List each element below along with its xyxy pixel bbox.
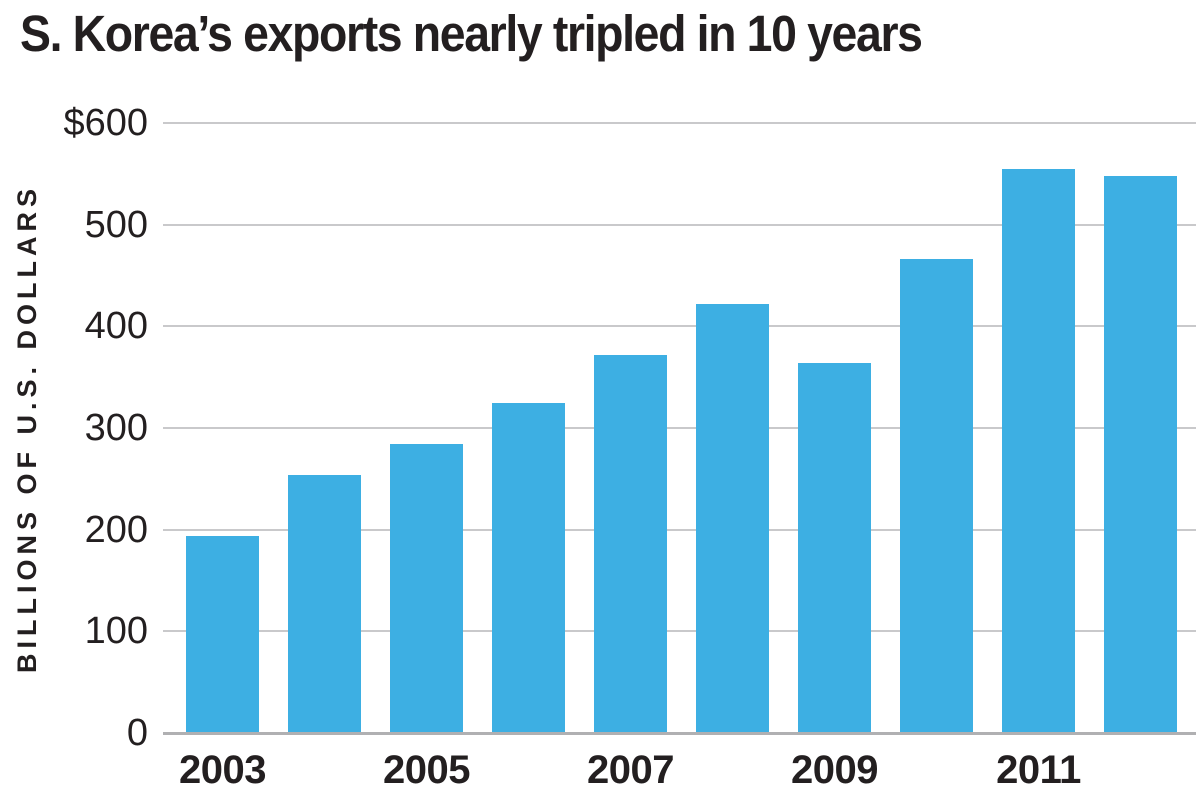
bar-2006 xyxy=(492,402,565,733)
bar-2007 xyxy=(594,354,667,733)
y-tick-label-200: 200 xyxy=(84,508,148,551)
gridline-100 xyxy=(163,630,1196,633)
x-axis-baseline xyxy=(163,732,1196,735)
gridline-500 xyxy=(163,223,1196,226)
gridline-600 xyxy=(163,122,1196,124)
gridline-200 xyxy=(163,528,1196,531)
y-tick-label-100: 100 xyxy=(84,610,148,653)
bar-2005 xyxy=(390,444,463,733)
y-tick-label-400: 400 xyxy=(84,305,148,348)
x-tick-label-2011: 2011 xyxy=(996,748,1081,792)
gridline-400 xyxy=(163,325,1196,328)
bar-2009 xyxy=(798,362,871,733)
x-tick-label-2009: 2009 xyxy=(791,748,878,792)
x-tick-label-2003: 2003 xyxy=(179,748,266,792)
bar-2012 xyxy=(1104,175,1177,733)
chart-title: S. Korea’s exports nearly tripled in 10 … xyxy=(20,5,923,62)
y-tick-label-500: 500 xyxy=(84,203,148,246)
bar-2003 xyxy=(186,535,259,733)
y-tick-label-600: $600 xyxy=(63,102,148,144)
y-tick-label-0: 0 xyxy=(126,712,148,754)
x-tick-label-2005: 2005 xyxy=(383,748,470,792)
bar-2010 xyxy=(900,259,973,733)
y-tick-label-300: 300 xyxy=(84,407,148,449)
bar-2008 xyxy=(696,303,769,733)
bar-2011 xyxy=(1002,168,1075,733)
y-axis-title: BILLIONS OF U.S. DOLLARS xyxy=(11,183,42,673)
gridline-300 xyxy=(163,427,1196,429)
x-tick-label-2007: 2007 xyxy=(587,748,674,792)
bar-2004 xyxy=(288,474,361,733)
